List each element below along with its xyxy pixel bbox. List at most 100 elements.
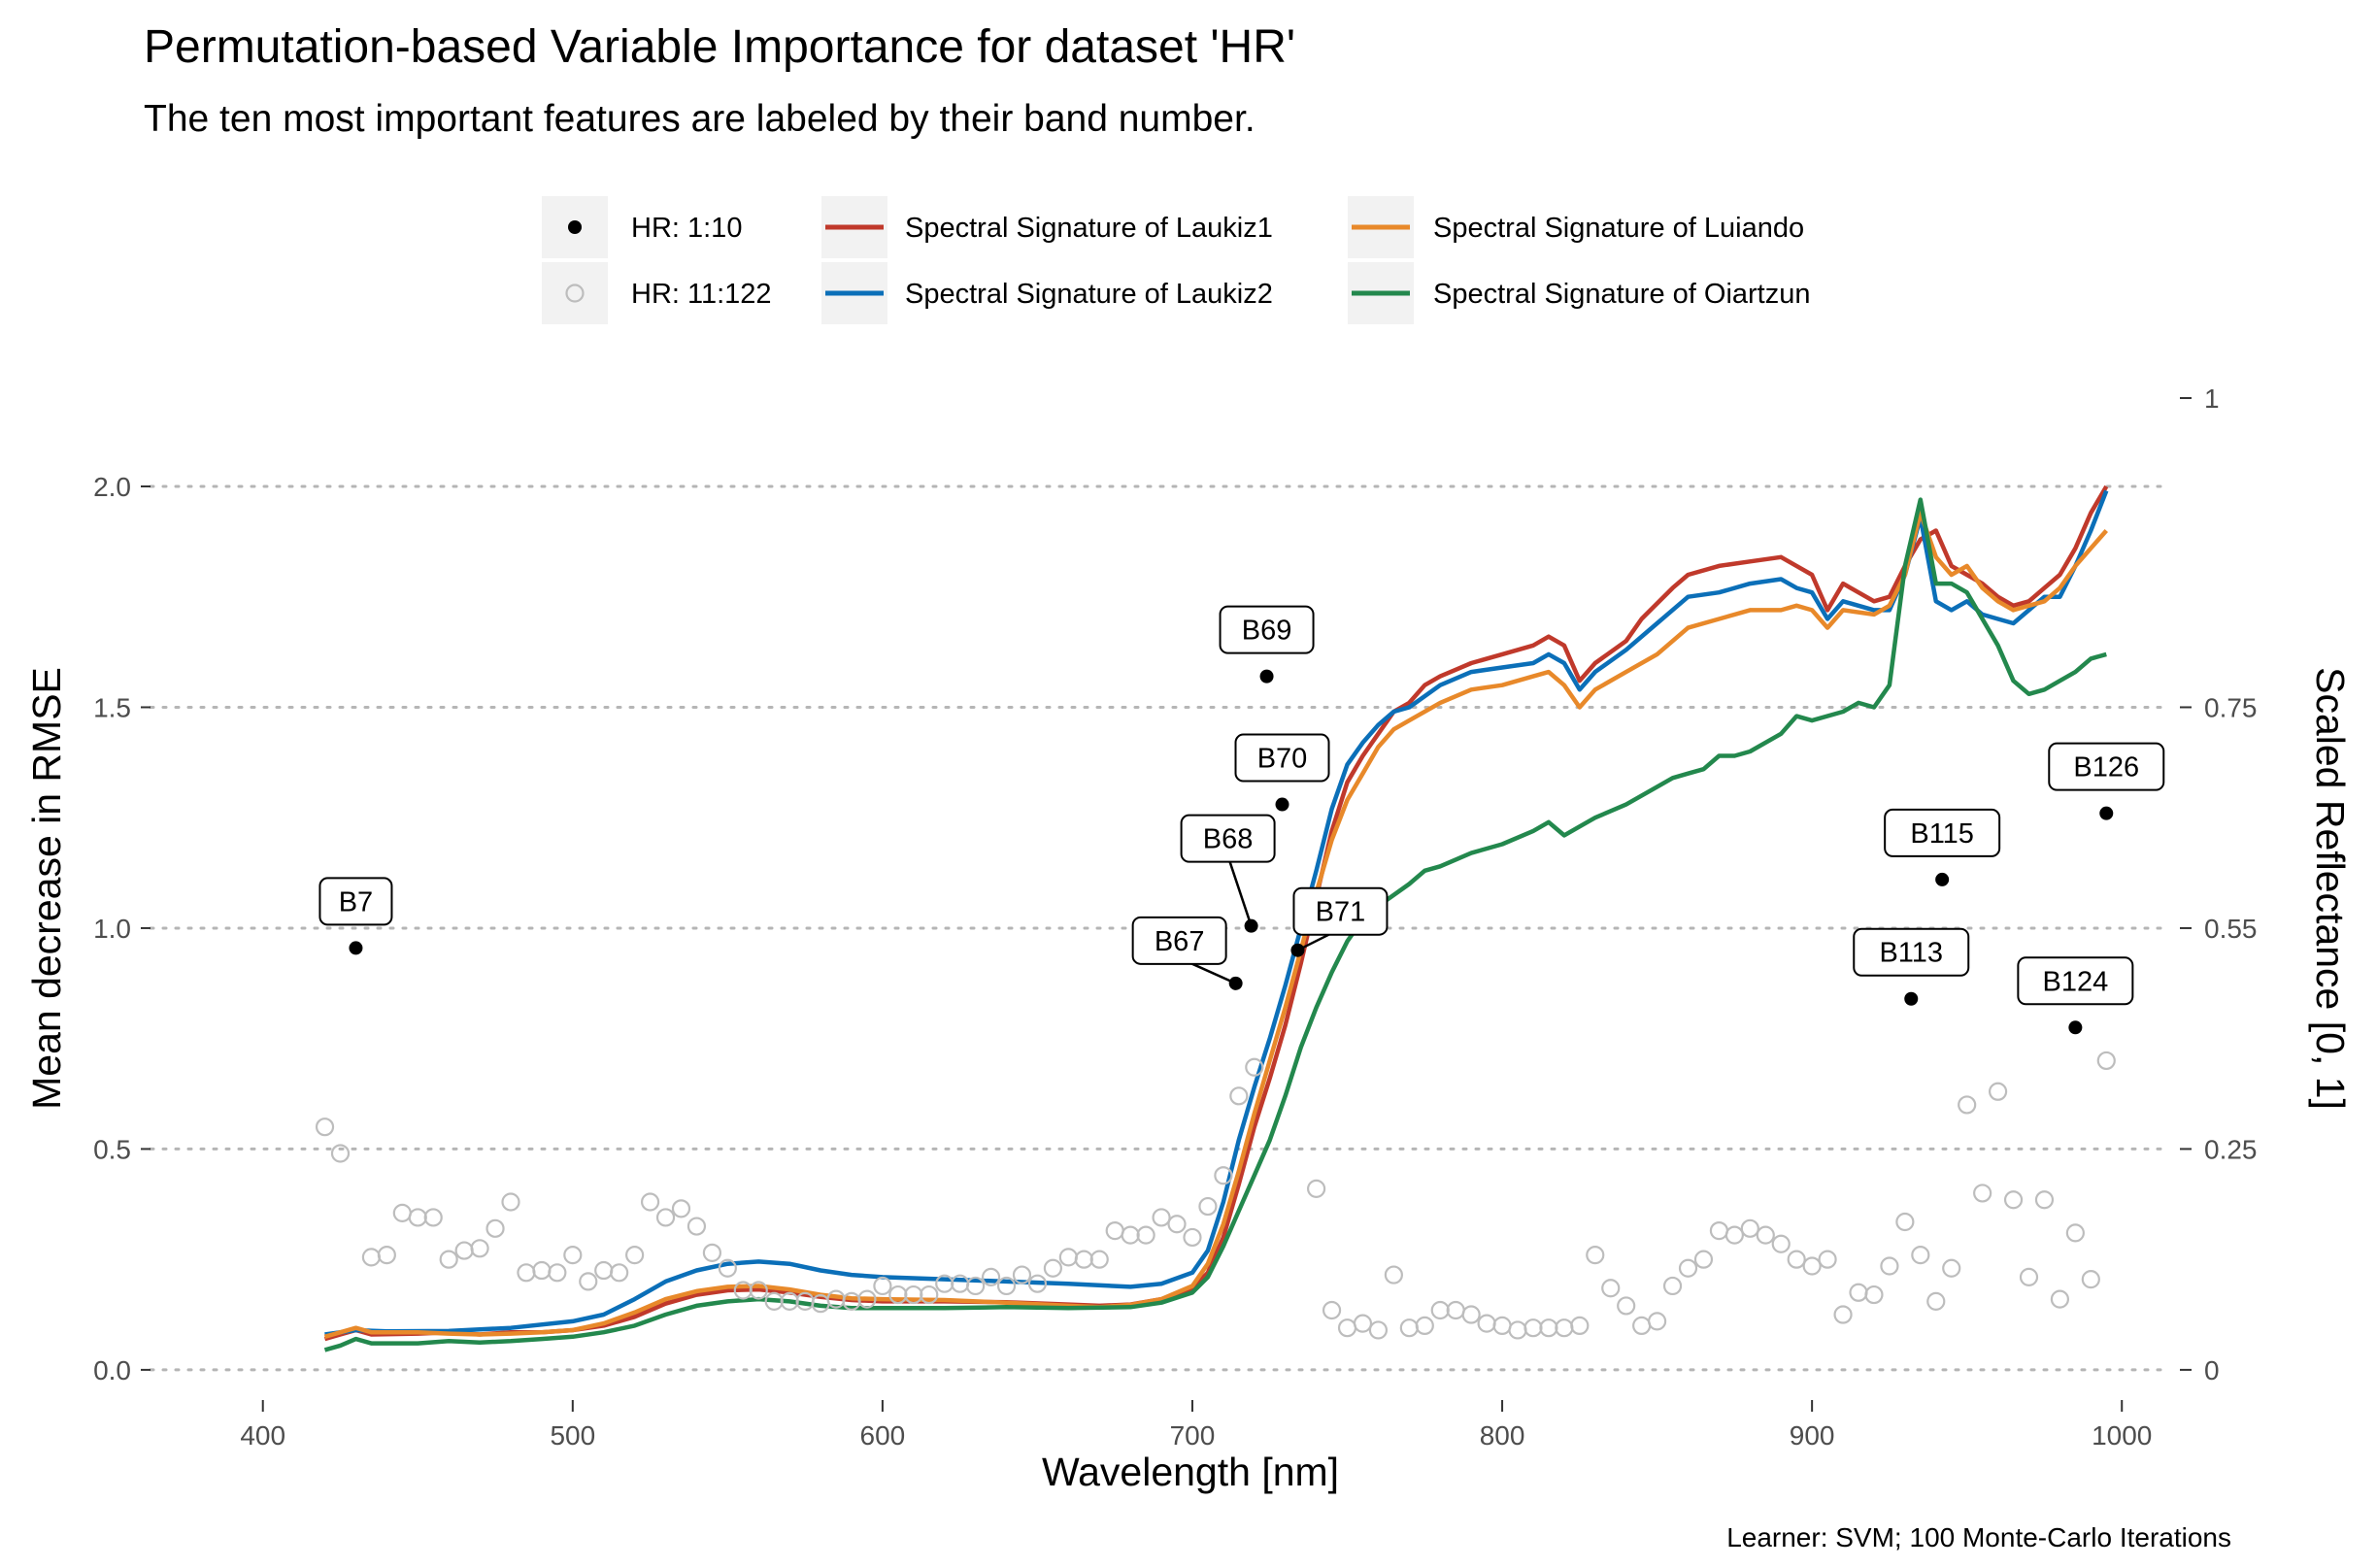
point-other-9 <box>470 1239 489 1258</box>
point-other-18 <box>610 1263 629 1283</box>
x-tick-label-5: 900 <box>1790 1420 1835 1451</box>
y-axis-right: 0 0.25 0.55 0.75 1 <box>2180 384 2258 1385</box>
point-other-110 <box>2081 1270 2100 1289</box>
x-tick-label-6: 1000 <box>2092 1420 2152 1451</box>
point-other-89 <box>1756 1225 1775 1245</box>
point-other-21 <box>655 1208 676 1227</box>
point-other-24 <box>702 1243 721 1262</box>
point-other-22 <box>671 1199 691 1218</box>
point-other-19 <box>625 1246 645 1265</box>
point-other-38 <box>920 1284 939 1305</box>
label-text-2: B68 <box>1203 824 1254 855</box>
point-other-15 <box>563 1246 583 1265</box>
point-other-23 <box>686 1217 707 1236</box>
legend: HR: 1:10 HR: 11:122 Spectral Signature of … <box>542 196 1810 324</box>
point-other-107 <box>2034 1190 2055 1210</box>
point-other-78 <box>1586 1246 1605 1265</box>
point-other-87 <box>1724 1225 1744 1245</box>
point-other-100 <box>1926 1291 1946 1311</box>
point-other-111 <box>2096 1051 2116 1071</box>
y-axis-title: Mean decrease in RMSE <box>24 667 69 1110</box>
point-other-83 <box>1662 1276 1683 1296</box>
point-other-63 <box>1353 1314 1373 1333</box>
label-box-8 <box>2017 956 2134 1006</box>
point-other-101 <box>1942 1258 1961 1278</box>
point-other-44 <box>1012 1265 1032 1284</box>
label-text-8: B124 <box>2042 966 2108 997</box>
point-other-59 <box>1245 1057 1264 1077</box>
point-other-0 <box>315 1118 335 1137</box>
point-other-102 <box>1958 1095 1977 1115</box>
y2-axis-title: Scaled Reflectance [0, 1] <box>2308 667 2353 1110</box>
point-other-108 <box>2050 1289 2070 1309</box>
series-lines <box>323 484 2109 1352</box>
legend-label-2: Spectral Signature of Laukiz1 <box>905 213 1273 244</box>
point-other-20 <box>640 1192 660 1212</box>
point-other-52 <box>1136 1225 1155 1245</box>
x-tick-label-0: 400 <box>240 1420 285 1451</box>
point-other-93 <box>1818 1250 1837 1269</box>
y-tick-label-4: 2.0 <box>93 472 131 502</box>
caption: Learner: SVM; 100 Monte-Carlo Iterations <box>1726 1522 2231 1552</box>
point-top-6 <box>1904 991 1919 1006</box>
point-other-42 <box>981 1267 1001 1286</box>
point-other-77 <box>1570 1316 1590 1336</box>
legend-key-bg-1 <box>542 262 608 324</box>
legend-label-5: Spectral Signature of Oiartzun <box>1433 279 1810 310</box>
point-other-88 <box>1740 1218 1759 1238</box>
point-other-98 <box>1895 1212 1915 1232</box>
y-axis-left: 0.0 0.5 1.0 1.5 2.0 <box>93 472 151 1385</box>
point-other-35 <box>873 1276 892 1296</box>
label-box-5 <box>1292 886 1389 936</box>
x-tick-label-1: 500 <box>550 1420 595 1451</box>
point-other-11 <box>501 1192 520 1212</box>
point-labels: B7 B67 B68 B69 B70 B71 B113 B115 B124 B126 <box>318 605 2165 1006</box>
legend-label-3: Spectral Signature of Laukiz2 <box>905 279 1273 310</box>
point-other-105 <box>2003 1190 2024 1210</box>
point-other-85 <box>1693 1250 1714 1269</box>
label-text-7: B115 <box>1910 818 1974 850</box>
label-text-0: B7 <box>339 886 373 917</box>
y2-tick-label-3: 0.75 <box>2204 692 2258 722</box>
point-other-1 <box>330 1144 351 1163</box>
point-other-16 <box>579 1272 598 1291</box>
label-text-4: B70 <box>1257 744 1308 775</box>
point-other-53 <box>1152 1208 1171 1227</box>
point-other-65 <box>1384 1265 1403 1284</box>
point-top-8 <box>2068 1020 2083 1035</box>
point-other-25 <box>718 1258 737 1278</box>
point-other-3 <box>377 1246 396 1265</box>
label-box-6 <box>1853 927 1970 977</box>
chart-subtitle: The ten most important features are labe… <box>144 98 1255 140</box>
point-other-27 <box>749 1281 768 1300</box>
point-other-79 <box>1601 1279 1621 1298</box>
y2-tick-label-0: 0 <box>2204 1355 2220 1385</box>
legend-label-0: HR: 1:10 <box>631 213 742 244</box>
y2-tick-label-1: 0.25 <box>2204 1134 2258 1164</box>
point-other-67 <box>1415 1316 1434 1336</box>
x-tick-label-4: 800 <box>1480 1420 1525 1451</box>
point-other-97 <box>1880 1256 1899 1276</box>
point-other-99 <box>1911 1246 1930 1265</box>
label-box-3 <box>1219 605 1315 654</box>
y-tick-label-2: 1.0 <box>93 914 131 944</box>
label-box-7 <box>1884 808 2001 857</box>
point-other-43 <box>996 1276 1017 1296</box>
x-axis: 400 500 600 700 800 900 1000 <box>240 1400 2152 1451</box>
point-other-96 <box>1864 1284 1884 1305</box>
point-other-56 <box>1198 1196 1218 1217</box>
point-top-4 <box>1275 797 1289 812</box>
legend-label-1: HR: 11:122 <box>631 279 772 310</box>
label-box-4 <box>1234 733 1330 783</box>
point-other-90 <box>1771 1234 1791 1253</box>
point-other-57 <box>1214 1166 1233 1185</box>
label-text-3: B69 <box>1242 616 1292 647</box>
label-box-1 <box>1131 916 1227 965</box>
point-other-91 <box>1787 1250 1806 1269</box>
series-line-2 <box>323 511 2108 1339</box>
point-top-0 <box>349 941 363 955</box>
point-other-80 <box>1617 1296 1636 1316</box>
legend-label-4: Spectral Signature of Luiando <box>1433 213 1804 244</box>
y-tick-label-1: 0.5 <box>93 1134 131 1164</box>
